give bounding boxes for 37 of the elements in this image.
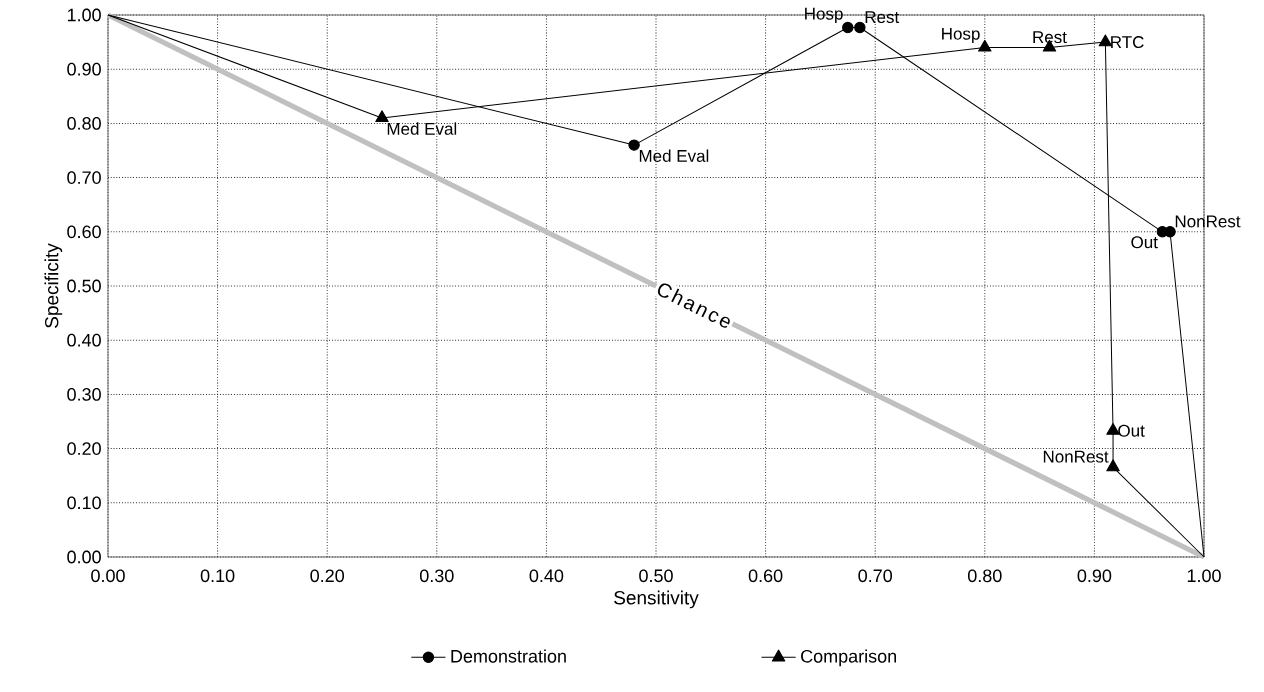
annotation: NonRest [1043, 450, 1109, 463]
x-tick-label: 0.80 [967, 569, 1002, 583]
legend-label: Demonstration [451, 649, 566, 663]
x-tick-label: 1.00 [1187, 569, 1221, 583]
x-tick-label: 0.70 [858, 569, 893, 583]
x-tick-label: 0.90 [1077, 569, 1112, 583]
annotation: Hosp [805, 7, 843, 24]
x-tick-label: 0.50 [639, 569, 673, 583]
y-tick-label: 1.00 [67, 8, 101, 22]
annotation: Rest [1033, 31, 1067, 44]
y-tick-label: 0.10 [67, 496, 101, 510]
y-tick-label: 0.90 [67, 62, 101, 76]
annotation: Out [1118, 424, 1145, 437]
y-tick-label: 0.80 [67, 117, 101, 130]
x-tick-label: 0.40 [529, 569, 564, 583]
x-tick-label: 0.20 [310, 569, 345, 583]
y-axis-title: Specificity [44, 243, 63, 328]
y-tick-label: 0.70 [67, 171, 101, 184]
annotation: Out [1131, 236, 1158, 249]
annotation: RTC [1111, 36, 1144, 49]
x-tick-label: 0.30 [419, 569, 454, 583]
y-tick-label: 0.20 [67, 442, 101, 455]
annotation: NonRest [1175, 215, 1241, 228]
annotation: Med Eval [387, 122, 457, 135]
x-tick-label: 0.60 [748, 569, 783, 583]
y-tick-label: 0.60 [67, 225, 101, 239]
y-tick-label: 0.30 [67, 388, 101, 401]
x-tick-label: 0.00 [91, 569, 125, 583]
annotation: Rest [865, 11, 900, 24]
x-tick-label: 0.10 [200, 569, 235, 583]
annotation: Hosp [942, 27, 980, 44]
y-tick-label: 0.00 [67, 550, 101, 564]
y-tick-label: 0.40 [67, 333, 101, 347]
legend-label: Comparison [801, 649, 897, 667]
annotation: Med Eval [639, 149, 709, 162]
x-axis-title: Sensitivity [614, 590, 699, 609]
y-tick-label: 0.50 [67, 279, 101, 293]
